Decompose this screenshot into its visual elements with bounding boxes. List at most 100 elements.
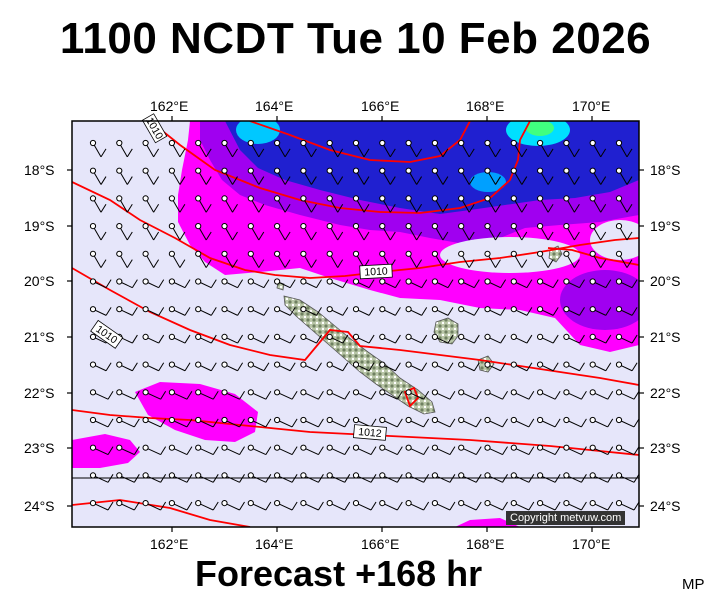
wind-barb — [589, 361, 612, 372]
wind-barb — [168, 361, 191, 372]
map-frame — [71, 120, 640, 528]
wind-barb — [431, 167, 449, 185]
wind-barb — [195, 500, 219, 511]
wind-barb — [195, 195, 212, 213]
wind-barb — [142, 416, 167, 428]
wind-barb — [563, 333, 585, 344]
wind-barb — [458, 361, 480, 372]
wind-barb — [510, 500, 535, 511]
wind-barb — [300, 139, 317, 158]
wind-barb — [589, 333, 612, 344]
wind-barb — [379, 416, 403, 428]
wind-barb — [300, 223, 317, 241]
wind-barb — [405, 223, 423, 241]
wind-barb — [274, 333, 296, 344]
wind-barb — [484, 223, 501, 241]
lat-tick-left-19: 19°S — [24, 218, 55, 234]
wind-barb — [458, 306, 480, 316]
rain-area-southwest — [135, 382, 258, 442]
wind-barb — [510, 416, 535, 428]
wind-barb — [615, 361, 638, 372]
wind-barb — [589, 139, 607, 158]
wind-barb — [89, 278, 112, 289]
wind-barb — [458, 139, 475, 158]
wind-barb — [89, 472, 114, 483]
wind-barb — [352, 167, 370, 185]
wind-barb — [589, 223, 607, 241]
wind-barb — [563, 139, 580, 158]
wind-barb — [458, 250, 475, 268]
wind-barb — [221, 500, 245, 511]
wind-barb — [247, 139, 265, 158]
wind-barb — [274, 472, 298, 483]
wind-barb — [221, 416, 245, 428]
wind-barb — [116, 472, 140, 483]
wind-barb — [89, 167, 107, 185]
wind-barb — [405, 444, 430, 456]
wind-barb — [221, 472, 245, 483]
wind-barb — [405, 167, 423, 185]
wind-barb — [510, 472, 535, 483]
wind-barb — [484, 195, 501, 213]
wind-barb — [510, 333, 533, 344]
wind-barb — [116, 139, 133, 158]
wind-barb — [352, 278, 375, 289]
wind-barb — [563, 306, 585, 316]
wind-barb — [379, 306, 401, 316]
wind-barb — [379, 444, 403, 456]
wind-barb — [142, 278, 165, 289]
wind-barb — [300, 389, 324, 400]
wind-barb — [510, 444, 535, 456]
rain-area-south — [455, 518, 520, 527]
wind-barb — [405, 333, 428, 344]
wind-barb — [615, 167, 633, 185]
rain-heavy-spot — [526, 121, 554, 136]
wind-barb — [379, 139, 396, 158]
wind-barb — [458, 333, 480, 344]
wind-barb — [195, 416, 219, 428]
wind-barb — [168, 167, 186, 185]
wind-barb — [195, 389, 219, 400]
lon-tick-top-168: 168°E — [466, 98, 505, 114]
wind-barb — [379, 472, 403, 483]
wind-barb — [405, 139, 423, 158]
wind-barb — [589, 250, 607, 268]
wind-barb — [352, 500, 377, 511]
wind-barb — [168, 444, 193, 456]
wind-barbs — [89, 139, 639, 511]
wind-barb — [326, 278, 349, 289]
wind-barb — [274, 250, 291, 268]
wind-barb — [537, 416, 561, 428]
wind-barb — [326, 389, 351, 400]
wind-barb — [484, 500, 508, 511]
wind-barb — [195, 333, 217, 344]
wind-barb — [247, 250, 265, 268]
wind-barb — [615, 223, 633, 241]
wind-barb — [89, 444, 114, 456]
wind-barb — [195, 278, 217, 289]
wind-barb — [510, 223, 528, 241]
wind-barb — [221, 306, 244, 316]
wind-barb — [563, 361, 585, 372]
wind-barb — [326, 223, 344, 241]
wind-barb — [221, 278, 244, 289]
wind-barb — [537, 223, 554, 241]
wind-barb — [484, 250, 501, 268]
wind-barb — [142, 361, 165, 372]
wind-barb — [221, 195, 238, 213]
wind-barb — [563, 250, 580, 268]
rain-heavy-spot — [470, 172, 506, 192]
wind-barb — [431, 139, 449, 158]
wind-barb — [89, 500, 114, 511]
wind-barb — [589, 416, 614, 428]
wind-barb — [431, 250, 449, 268]
wind-barb — [484, 139, 501, 158]
wind-barb — [221, 139, 238, 158]
rain-area-southwest-west — [72, 434, 140, 468]
wind-barb — [379, 278, 401, 289]
lon-tick-top-164: 164°E — [255, 98, 294, 114]
wind-barb — [589, 278, 612, 289]
wind-barb — [510, 195, 528, 213]
wind-barb — [89, 389, 114, 400]
wind-barb — [247, 500, 272, 511]
